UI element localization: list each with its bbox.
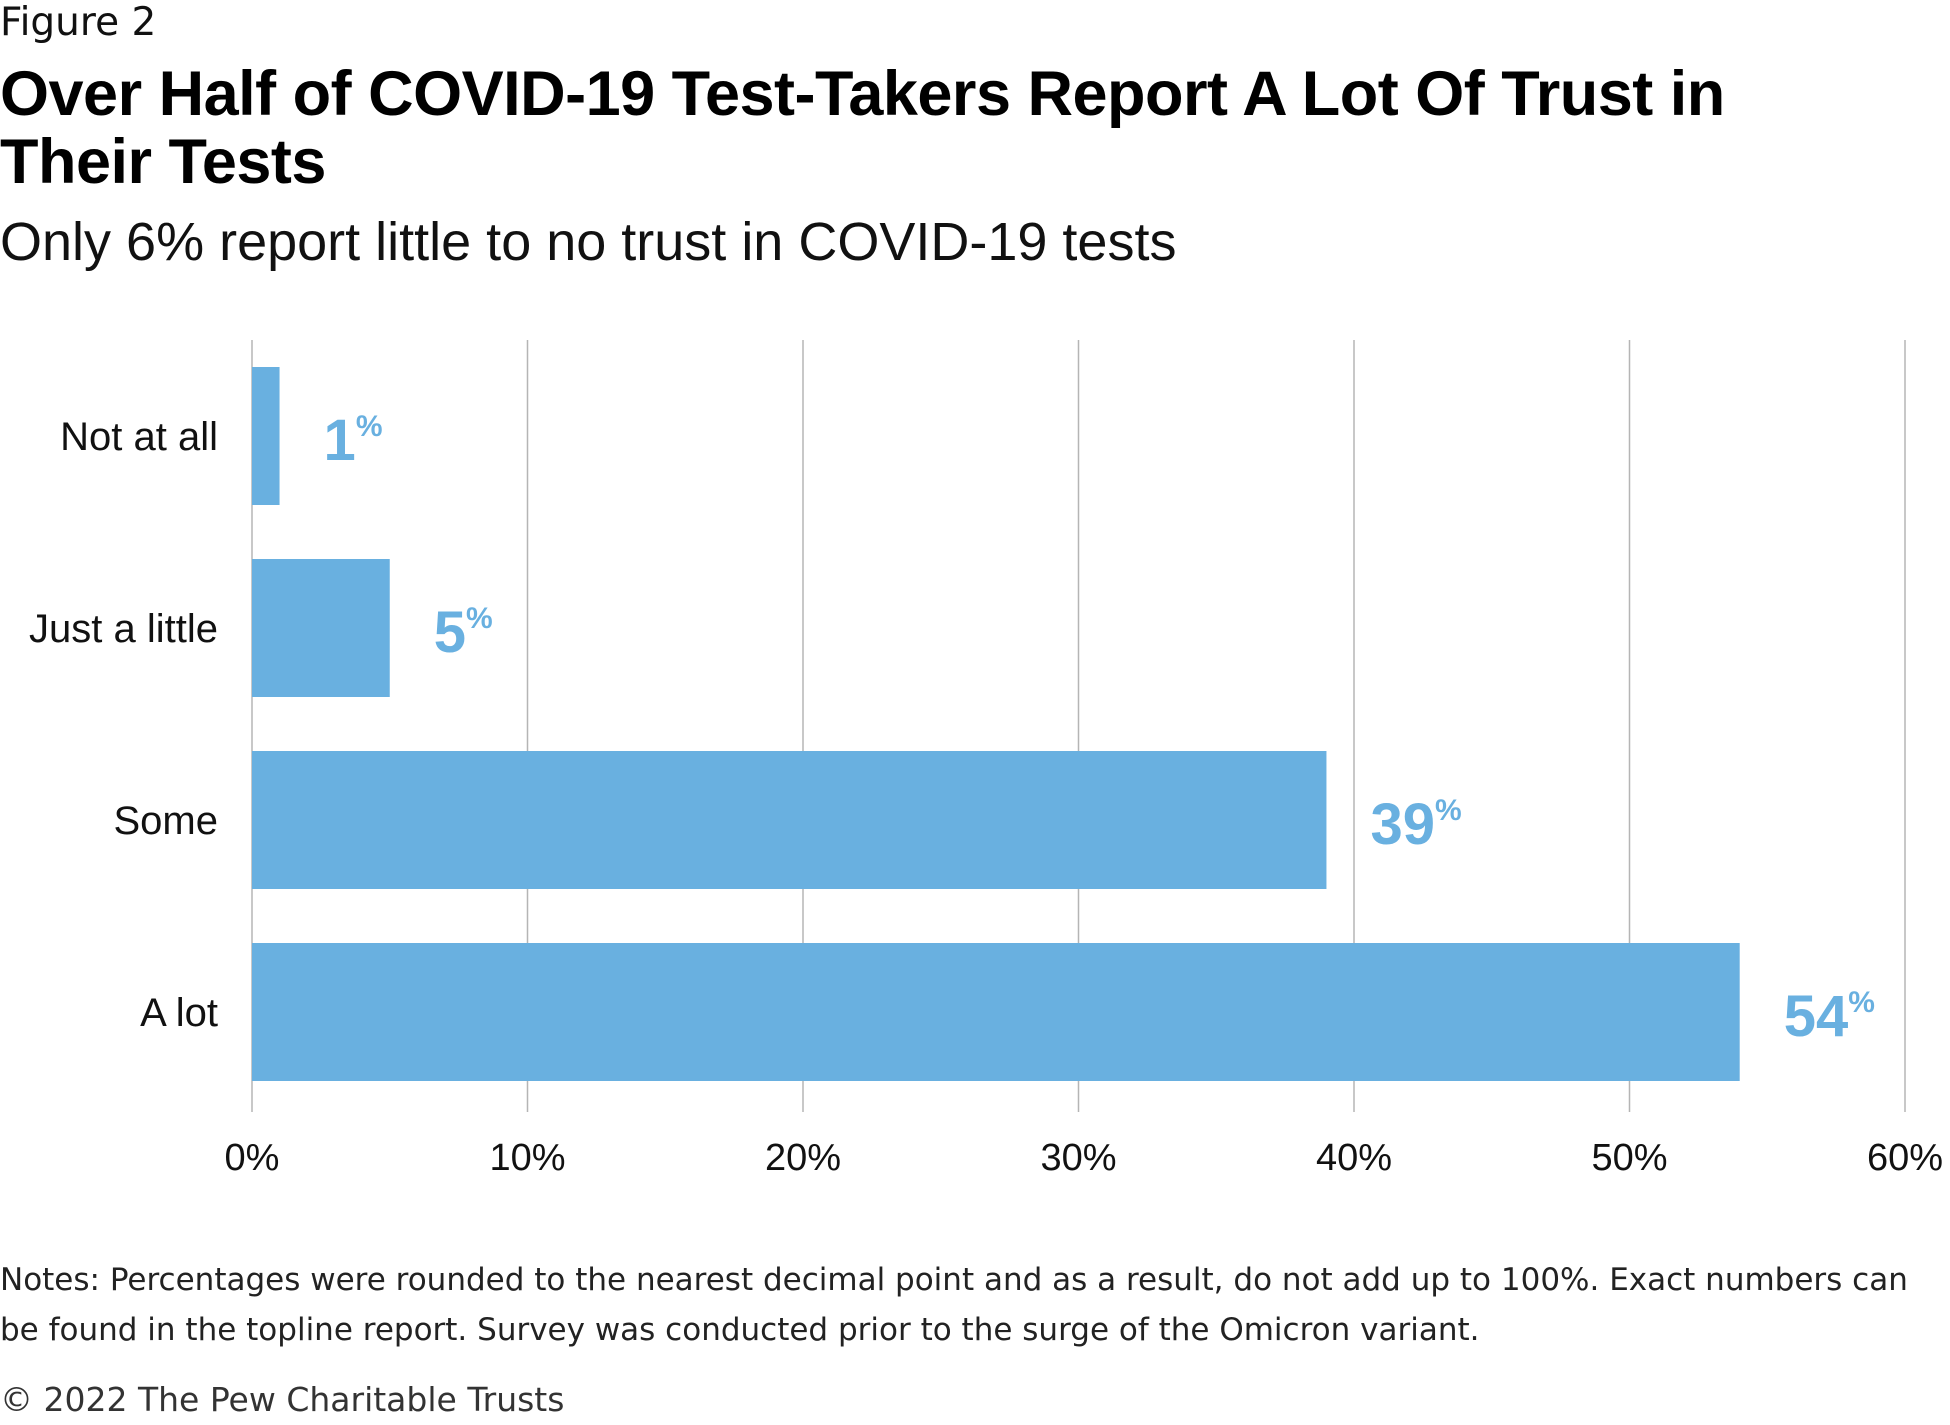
bar-chart: 0% 10% 20% 30% 40% 50% 60% Not at all 1% Just a l… — [29, 340, 1943, 1179]
x-tick-label: 0% — [225, 1137, 280, 1179]
x-tick-label: 20% — [765, 1137, 841, 1179]
category-label: Some — [114, 799, 219, 843]
bar — [252, 367, 280, 505]
category-label: Not at all — [60, 415, 218, 459]
figure-label: Figure 2 — [0, 0, 157, 45]
x-tick-label: 50% — [1591, 1137, 1667, 1179]
data-label: 39% — [1370, 792, 1461, 857]
x-tick-label: 60% — [1867, 1137, 1943, 1179]
bar — [252, 751, 1327, 889]
chart-subtitle: Only 6% report little to no trust in COV… — [0, 212, 1177, 272]
data-label: 54% — [1784, 984, 1875, 1049]
chart-notes: Notes: Percentages were rounded to the n… — [0, 1262, 1908, 1348]
bar — [252, 559, 390, 697]
x-tick-label: 10% — [489, 1137, 565, 1179]
category-label: A lot — [140, 991, 218, 1035]
data-label: 5% — [434, 600, 493, 665]
category-label: Just a little — [29, 607, 218, 651]
chart-title: Over Half of COVID-19 Test-Takers Report… — [0, 59, 1725, 197]
x-tick-label: 30% — [1040, 1137, 1116, 1179]
bar — [252, 943, 1740, 1081]
data-label: 1% — [324, 408, 383, 473]
copyright: © 2022 The Pew Charitable Trusts — [0, 1380, 565, 1419]
x-tick-label: 40% — [1316, 1137, 1392, 1179]
